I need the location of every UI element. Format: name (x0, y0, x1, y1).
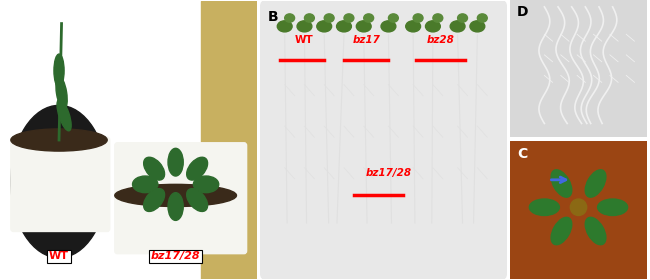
Ellipse shape (585, 217, 606, 245)
Ellipse shape (278, 21, 292, 32)
Ellipse shape (551, 217, 572, 245)
Ellipse shape (187, 189, 207, 211)
Ellipse shape (133, 176, 158, 193)
Ellipse shape (115, 184, 237, 207)
Ellipse shape (470, 21, 485, 32)
Ellipse shape (144, 189, 164, 211)
Ellipse shape (168, 193, 183, 220)
FancyBboxPatch shape (260, 0, 507, 280)
Text: WT: WT (49, 251, 69, 262)
Ellipse shape (477, 14, 488, 22)
Ellipse shape (304, 14, 315, 22)
Ellipse shape (551, 170, 572, 197)
Ellipse shape (194, 176, 218, 193)
Text: bz17/28: bz17/28 (365, 168, 411, 178)
Ellipse shape (426, 21, 440, 32)
FancyBboxPatch shape (11, 137, 110, 232)
Ellipse shape (356, 21, 371, 32)
Text: C: C (517, 147, 527, 161)
FancyBboxPatch shape (115, 143, 246, 254)
Bar (201, 1, 257, 279)
Ellipse shape (57, 99, 71, 131)
Ellipse shape (458, 14, 467, 22)
Ellipse shape (337, 21, 352, 32)
Ellipse shape (11, 105, 107, 258)
Ellipse shape (324, 14, 334, 22)
Ellipse shape (570, 199, 587, 216)
Ellipse shape (285, 14, 294, 22)
Text: D: D (517, 6, 528, 20)
Ellipse shape (187, 157, 207, 180)
Text: bz28: bz28 (426, 35, 454, 45)
Ellipse shape (389, 14, 398, 22)
Ellipse shape (297, 21, 312, 32)
Text: bz17/28: bz17/28 (151, 251, 200, 262)
Text: bz17: bz17 (352, 35, 380, 45)
Text: B: B (267, 10, 278, 24)
Ellipse shape (450, 21, 465, 32)
Ellipse shape (406, 21, 421, 32)
Ellipse shape (381, 21, 396, 32)
Ellipse shape (585, 170, 606, 197)
Text: WT: WT (295, 35, 314, 45)
Ellipse shape (413, 14, 423, 22)
Ellipse shape (529, 199, 560, 216)
Ellipse shape (54, 54, 64, 87)
Ellipse shape (433, 14, 443, 22)
Ellipse shape (144, 157, 164, 180)
Ellipse shape (344, 14, 354, 22)
Ellipse shape (364, 14, 374, 22)
Ellipse shape (597, 199, 628, 216)
Ellipse shape (317, 21, 332, 32)
Ellipse shape (56, 76, 67, 109)
Ellipse shape (11, 129, 107, 151)
Text: A: A (11, 10, 21, 24)
Ellipse shape (168, 148, 183, 176)
